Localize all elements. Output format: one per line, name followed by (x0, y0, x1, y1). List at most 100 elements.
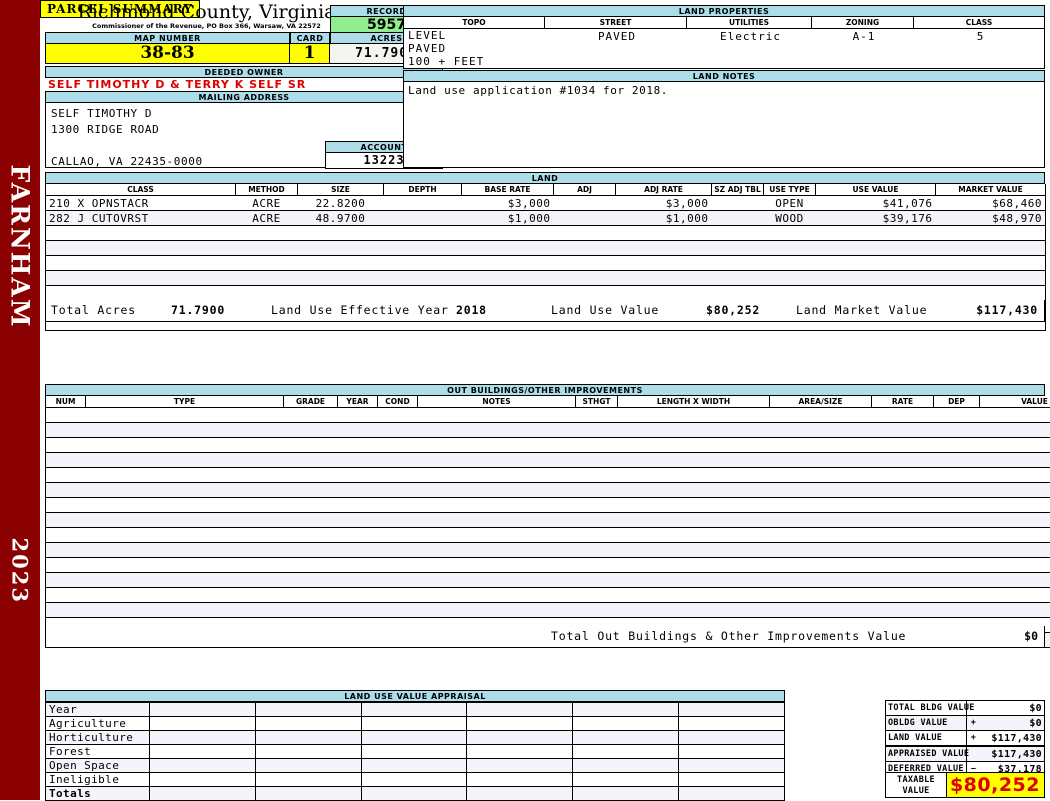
luva-value-cell[interactable] (467, 703, 573, 717)
out-buildings-col-header: NOTES (418, 396, 576, 408)
mailing-address-line: 1300 RIDGE ROAD (51, 122, 442, 138)
parcel-summary-row: LAND VALUE+$117,430 (886, 731, 1045, 747)
luva-value-cell[interactable] (467, 717, 573, 731)
luva-value-cell[interactable] (150, 703, 256, 717)
out-buildings-col-header: STHGT (576, 396, 618, 408)
luva-value-cell[interactable] (150, 731, 256, 745)
table-row (46, 271, 1046, 286)
land-cell-use_type: WOOD (764, 211, 816, 226)
luva-value-cell[interactable] (150, 717, 256, 731)
land-cell-adj_rate: $1,000 (616, 211, 712, 226)
table-row (46, 603, 1050, 618)
luva-value-cell[interactable] (679, 703, 785, 717)
luva-value-cell[interactable] (467, 787, 573, 801)
luva-value-cell[interactable] (150, 773, 256, 787)
land-cell-market_value: $48,970 (936, 211, 1046, 226)
luva-value-cell[interactable] (679, 745, 785, 759)
luva-value-cell[interactable] (255, 703, 361, 717)
luva-value-cell[interactable] (573, 773, 679, 787)
luva-value-cell[interactable] (255, 759, 361, 773)
luva-value-cell[interactable] (679, 731, 785, 745)
luva-value-cell[interactable] (573, 745, 679, 759)
card-value: 1 (290, 44, 330, 64)
luva-value-cell[interactable] (467, 745, 573, 759)
luva-value-cell[interactable] (679, 759, 785, 773)
luva-value-cell[interactable] (361, 773, 467, 787)
out-buildings-total-value: $0 (1024, 626, 1038, 647)
table-row (46, 528, 1050, 543)
luva-value-cell[interactable] (467, 731, 573, 745)
out-buildings-col-header: VALUE (980, 396, 1050, 408)
luva-value-cell[interactable] (573, 703, 679, 717)
out-buildings-col-header: LENGTH X WIDTH (618, 396, 770, 408)
land-cell-size: 22.8200 (298, 196, 384, 211)
luva-value-cell[interactable] (573, 717, 679, 731)
taxable-value-label: TAXABLE VALUE (885, 772, 947, 798)
out-buildings-col-header: GRADE (284, 396, 338, 408)
land-properties-street-value: PAVED (546, 30, 688, 43)
empty-cell (46, 438, 1050, 453)
parcel-summary-value: $0 (980, 701, 1045, 716)
luva-value-cell[interactable] (573, 759, 679, 773)
table-row (46, 241, 1046, 256)
land-col-header: DEPTH (384, 184, 462, 196)
table-row: Year (46, 703, 785, 717)
parcel-summary-label: TOTAL BLDG VALUE (886, 701, 967, 716)
luva-value-cell[interactable] (150, 787, 256, 801)
land-notes-text: Land use application #1034 for 2018. (408, 84, 1044, 97)
luva-value-cell[interactable] (150, 745, 256, 759)
land-properties-col-zoning: ZONING (812, 17, 914, 29)
empty-cell (46, 483, 1050, 498)
out-buildings-col-header: NUM (46, 396, 86, 408)
land-col-header: USE VALUE (816, 184, 936, 196)
parcel-summary-row: APPRAISED VALUE$117,430 (886, 746, 1045, 762)
luva-value-cell[interactable] (679, 787, 785, 801)
out-buildings-total-label: Total Out Buildings & Other Improvements… (551, 626, 906, 647)
luva-value-cell[interactable] (255, 717, 361, 731)
empty-cell (46, 408, 1050, 423)
land-properties-col-street: STREET (545, 17, 687, 29)
luva-value-cell[interactable] (679, 773, 785, 787)
county-subtitle: Commissioner of the Revenue, PO Box 366,… (45, 22, 368, 31)
land-use-value-label: Land Use Value (551, 300, 659, 321)
luva-value-cell[interactable] (361, 759, 467, 773)
parcel-summary-label: OBLDG VALUE (886, 716, 967, 731)
empty-cell (46, 271, 1046, 286)
land-properties-class-value: 5 (915, 30, 1046, 43)
luva-value-cell[interactable] (467, 759, 573, 773)
luva-value-cell[interactable] (255, 787, 361, 801)
luva-value-cell[interactable] (150, 759, 256, 773)
luva-value-cell[interactable] (255, 731, 361, 745)
luva-value-cell[interactable] (361, 731, 467, 745)
land-cell-base_rate: $3,000 (462, 196, 554, 211)
table-row: Totals (46, 787, 785, 801)
table-row: Forest (46, 745, 785, 759)
spine-district-label: FARNHAM (6, 165, 35, 205)
luva-value-cell[interactable] (467, 773, 573, 787)
luva-value-cell[interactable] (255, 773, 361, 787)
spine-year-label: 2023 (8, 538, 33, 578)
empty-cell (46, 513, 1050, 528)
parcel-summary-operator: + (967, 716, 981, 731)
land-cell-use_value: $39,176 (816, 211, 936, 226)
luva-value-cell[interactable] (361, 745, 467, 759)
luva-value-cell[interactable] (361, 717, 467, 731)
land-col-header: MARKET VALUE (936, 184, 1046, 196)
parcel-summary-value: $117,430 (980, 746, 1045, 762)
luva-value-cell[interactable] (361, 703, 467, 717)
empty-cell (46, 286, 1046, 301)
parcel-summary-row: TOTAL BLDG VALUE $0 (886, 701, 1045, 716)
land-use-effective-year-value: 2018 (456, 300, 487, 321)
land-cell-use_value: $41,076 (816, 196, 936, 211)
luva-value-cell[interactable] (255, 745, 361, 759)
luva-value-cell[interactable] (361, 787, 467, 801)
luva-value-cell[interactable] (573, 731, 679, 745)
luva-value-cell[interactable] (679, 717, 785, 731)
luva-value-cell[interactable] (573, 787, 679, 801)
land-use-effective-year-label: Land Use Effective Year (271, 300, 449, 321)
deeded-owner-label: DEEDED OWNER (45, 66, 443, 78)
table-row (46, 453, 1050, 468)
out-buildings-section-title: OUT BUILDINGS/OTHER IMPROVEMENTS (45, 384, 1045, 396)
luva-row-label: Totals (46, 787, 150, 801)
